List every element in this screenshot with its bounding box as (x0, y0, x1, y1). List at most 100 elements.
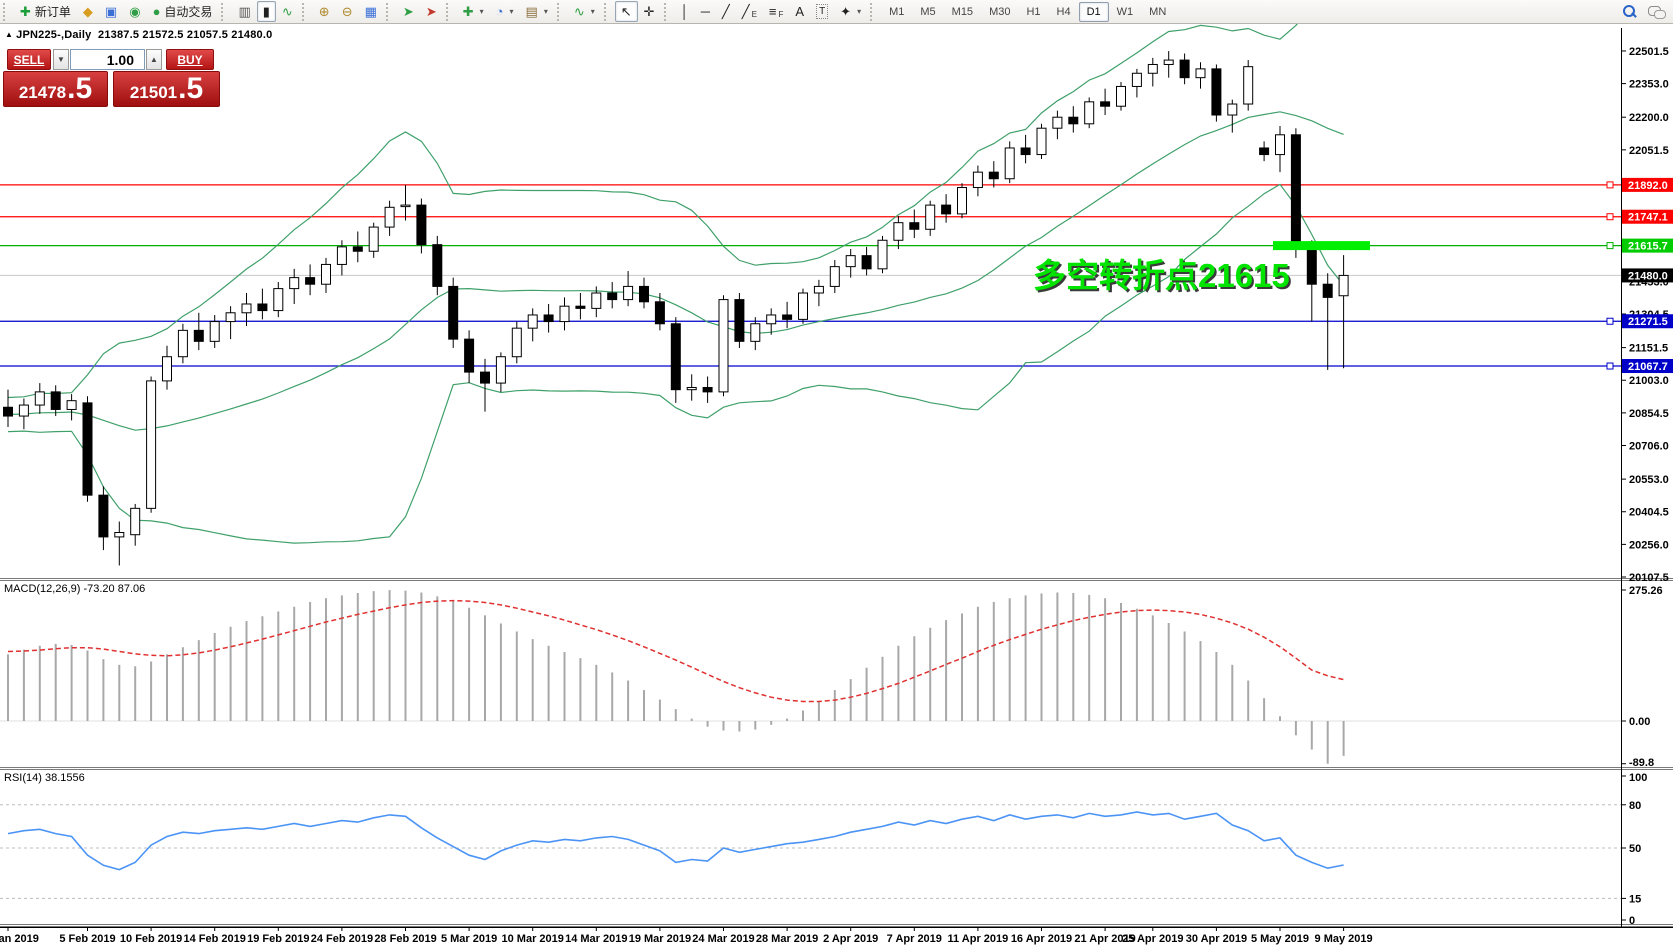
price-tick-label: 20854.5 (1629, 408, 1669, 420)
toolbar-grip[interactable] (603, 2, 611, 21)
candle-body (575, 305, 586, 309)
line-handle[interactable] (1606, 317, 1614, 325)
rsi-axis-label: 100 (1629, 772, 1647, 784)
timeframe-m15-button[interactable]: M15 (951, 5, 974, 18)
toolbar-grip[interactable] (663, 2, 671, 21)
chart-window-icon-button[interactable]: ∿ ▾ (568, 1, 601, 22)
timeframe-h1-button[interactable]: H1 (1026, 5, 1041, 18)
toolbar-grip[interactable] (301, 2, 309, 21)
date-tick-label: 19 Feb 2019 (247, 933, 309, 945)
line-handle[interactable] (1606, 181, 1614, 189)
collapse-triangle-icon[interactable]: ▲ (5, 30, 14, 39)
candle-body (845, 255, 856, 268)
signals-icon-button[interactable]: ◉ (123, 1, 146, 22)
autotrading-button-button[interactable]: ● 自动交易 (147, 1, 219, 22)
toolbar-grip[interactable] (385, 2, 393, 21)
indicators-icon-button[interactable]: ✚ ▾ (457, 1, 490, 22)
rsi-line (7, 811, 1344, 871)
trendline-icon-button[interactable]: ╱ (716, 1, 736, 22)
horizontal-line-icon-button[interactable]: ─ (695, 1, 716, 22)
quotes-icon-button[interactable]: ◆ (77, 1, 99, 22)
new-order-button-button[interactable]: ✚ 新订单 (14, 1, 77, 22)
sell-price-pips: .5 (67, 72, 93, 105)
candle-body (527, 314, 538, 329)
periods-icon-button[interactable]: ◔ ▾ (490, 1, 520, 22)
toolbar-grip[interactable] (3, 2, 10, 21)
candle-body (336, 246, 347, 265)
chevron-down-icon: ▾ (479, 7, 484, 16)
text-icon-button[interactable]: A (789, 1, 810, 22)
candle-body (1020, 147, 1031, 156)
price-badge: 21615.7 (1622, 238, 1673, 253)
zoom-in-icon-button[interactable]: ⊕ (313, 1, 336, 22)
candle-body (543, 314, 554, 323)
cursor-icon-button[interactable]: ↖ (614, 1, 638, 22)
candle-body (305, 277, 316, 285)
candle-body (1036, 127, 1047, 156)
line-chart-icon-button[interactable]: ∿ (276, 1, 299, 22)
chart-shift-icon-button[interactable]: ➤ (420, 1, 443, 22)
text-label-icon-button[interactable]: T (810, 1, 834, 22)
zoom-out-icon: ⊖ (341, 4, 353, 19)
volume-input[interactable] (70, 49, 145, 70)
timeframe-h4-button[interactable]: H4 (1056, 5, 1071, 18)
candle-body (1275, 134, 1285, 156)
autotrading-button: ● (152, 4, 161, 19)
toolbar-grip[interactable] (556, 2, 564, 21)
candle-body (1259, 147, 1270, 156)
timeframe-d1-button[interactable]: D1 (1078, 1, 1109, 22)
templates-icon-button[interactable]: ▤ ▾ (520, 1, 554, 22)
price-badge: 21892.0 (1622, 177, 1673, 192)
equidistant-channel-icon-button[interactable]: ╱ E (736, 1, 763, 22)
line-handle[interactable] (1606, 213, 1614, 221)
zoom-out-icon-button[interactable]: ⊖ (336, 1, 359, 22)
price-tick-label: 22501.5 (1629, 46, 1669, 58)
candle-body (34, 391, 45, 406)
candle-body (432, 244, 443, 287)
toolbar-grip[interactable] (445, 2, 453, 21)
sell-price-display[interactable]: 21478 .5 (3, 71, 108, 107)
zoom-in-icon: ⊕ (318, 4, 330, 19)
date-tick-label: 14 Feb 2019 (184, 933, 246, 945)
bar-chart-icon-button[interactable]: ▥ (232, 1, 256, 22)
rsi-label: RSI(14) 38.1556 (4, 772, 85, 784)
timeframe-mn-button[interactable]: MN (1149, 5, 1167, 18)
buy-price-display[interactable]: 21501 .5 (113, 71, 220, 107)
line-chart-icon: ∿ (281, 4, 293, 19)
candle-body (654, 301, 665, 325)
fibonacci-icon-button[interactable]: ≡ F (763, 1, 789, 22)
timeframe-m1-button[interactable]: M1 (889, 5, 905, 18)
candle-body (559, 305, 570, 323)
candle-body (177, 329, 188, 358)
timeframe-m5-button[interactable]: M5 (920, 5, 936, 18)
candle-body (988, 171, 999, 180)
arrow-objects-icon-button[interactable]: ✦ ▾ (834, 1, 867, 22)
timeframe-w1-button[interactable]: W1 (1116, 5, 1134, 18)
crosshair-icon-button[interactable]: ✛ (638, 1, 661, 22)
toolbar-grip[interactable] (870, 2, 877, 21)
toolbar-grip[interactable] (221, 2, 228, 21)
search-icon[interactable] (1621, 4, 1637, 20)
line-handle[interactable] (1606, 362, 1614, 370)
date-tick-label: 28 Mar 2019 (756, 933, 818, 945)
line-handle[interactable] (1606, 242, 1614, 250)
vertical-line-icon-button[interactable]: │ (675, 1, 695, 22)
market-icon-button[interactable]: ▣ (99, 1, 123, 22)
timeframe-m30-button[interactable]: M30 (989, 5, 1011, 18)
volume-decrease-button[interactable]: ▼ (53, 49, 69, 70)
auto-scroll-icon-button[interactable]: ➤ (397, 1, 420, 22)
chat-icon[interactable] (1647, 4, 1666, 20)
date-tick-label: 2 Apr 2019 (823, 933, 878, 945)
candlestick-chart-icon-button[interactable]: ▮ (256, 1, 276, 22)
badge-bg (1622, 238, 1673, 253)
candle-body (702, 386, 713, 393)
tile-windows-icon-button[interactable]: ▦ (359, 1, 383, 22)
candle-body (877, 239, 888, 270)
chart-shift-icon: ➤ (425, 4, 437, 19)
buy-button[interactable]: BUY (166, 49, 214, 70)
sell-button[interactable]: SELL (7, 49, 51, 70)
candle-body (50, 391, 61, 410)
pivot-annotation-text: 多空转折点21615 (1033, 257, 1290, 294)
volume-increase-button[interactable]: ▲ (146, 49, 162, 70)
